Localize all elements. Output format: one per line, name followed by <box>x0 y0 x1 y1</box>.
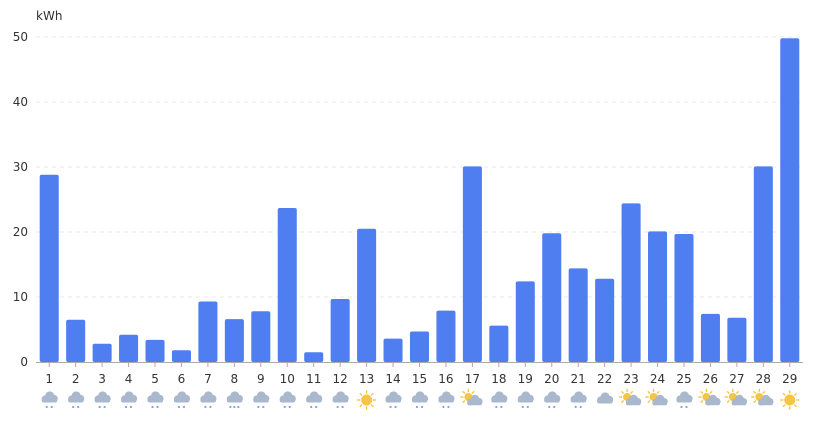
light-rain-icon <box>173 391 191 409</box>
bar <box>753 166 773 362</box>
x-tick-label: 24 <box>650 372 665 386</box>
partly-cloudy-icon <box>751 388 774 406</box>
x-tick-label: 27 <box>729 372 744 386</box>
bar <box>171 350 191 362</box>
x-tick-label: 2 <box>72 372 80 386</box>
bar <box>251 311 271 362</box>
light-rain-icon <box>94 391 111 409</box>
light-rain-icon <box>517 391 534 409</box>
bar <box>330 298 350 362</box>
bar <box>277 207 297 362</box>
partly-cloudy-icon <box>724 388 748 406</box>
x-tick-label: 23 <box>623 372 638 386</box>
light-rain-icon <box>41 391 58 409</box>
weather-icons <box>41 388 800 410</box>
light-rain-icon <box>385 391 402 409</box>
partly-cloudy-icon <box>698 388 721 406</box>
bar <box>92 343 112 362</box>
light-rain-icon <box>438 391 455 409</box>
x-tick-label: 1 <box>45 372 53 386</box>
sun-icon <box>356 390 377 410</box>
x-tick-label: 21 <box>571 372 586 386</box>
y-tick-label: 20 <box>13 225 28 239</box>
x-tick-label: 9 <box>257 372 265 386</box>
bar <box>436 310 456 362</box>
y-axis-ticks: 0 10 20 30 40 50 <box>13 30 28 369</box>
x-tick-label: 10 <box>280 372 295 386</box>
x-tick-label: 14 <box>385 372 400 386</box>
partly-cloudy-icon <box>460 388 483 406</box>
x-tick-label: 22 <box>597 372 612 386</box>
x-tick-label: 8 <box>231 372 239 386</box>
bar <box>357 228 377 362</box>
x-tick-label: 16 <box>438 372 453 386</box>
bar <box>409 331 430 362</box>
bar <box>515 281 535 362</box>
y-axis-unit-label: kWh <box>36 9 62 23</box>
light-rain-icon <box>147 391 164 409</box>
light-rain-icon <box>200 391 217 409</box>
light-rain-icon <box>411 391 429 409</box>
x-tick-label: 5 <box>151 372 159 386</box>
y-tick-label: 40 <box>13 95 28 109</box>
x-tick-label: 18 <box>491 372 506 386</box>
bar <box>119 334 139 362</box>
x-tick-label: 12 <box>333 372 348 386</box>
x-tick-label: 29 <box>782 372 797 386</box>
partly-cloudy-icon <box>645 388 668 406</box>
x-tick-label: 11 <box>306 372 321 386</box>
bar <box>462 166 482 362</box>
y-tick-label: 30 <box>13 160 28 174</box>
bar <box>542 233 562 362</box>
y-tick-label: 0 <box>20 355 28 369</box>
cloudy-icon <box>597 392 614 404</box>
light-rain-icon <box>120 391 138 409</box>
bar <box>780 38 800 363</box>
y-tick-label: 10 <box>13 290 28 304</box>
light-rain-icon <box>68 391 85 409</box>
x-tick-label: 3 <box>98 372 106 386</box>
x-tick-label: 15 <box>412 372 427 386</box>
light-rain-icon <box>306 391 323 409</box>
bar <box>145 339 165 362</box>
bar <box>489 325 509 362</box>
x-tick-label: 20 <box>544 372 559 386</box>
light-rain-icon <box>491 391 508 409</box>
x-tick-label: 26 <box>703 372 718 386</box>
bar <box>595 278 615 362</box>
light-rain-icon <box>544 391 561 409</box>
bar <box>568 268 588 362</box>
y-tick-label: 50 <box>13 30 28 44</box>
bar <box>674 233 694 362</box>
x-tick-label: 6 <box>178 372 186 386</box>
x-tick-label: 4 <box>125 372 133 386</box>
x-tick-label: 13 <box>359 372 374 386</box>
light-rain-icon <box>279 391 296 409</box>
bars <box>39 38 800 363</box>
x-tick-label: 7 <box>204 372 212 386</box>
bar <box>198 301 218 362</box>
x-tick-label: 28 <box>756 372 771 386</box>
partly-cloudy-icon <box>618 388 642 406</box>
x-axis-ticks: 1 2 3 4 5 6 7 8 9 10 11 12 13 14 15 16 17 18 19 20 21 22 23 24 2… <box>45 362 797 386</box>
bar <box>224 319 244 362</box>
sleet-icon <box>226 391 243 409</box>
light-rain-icon <box>676 391 693 409</box>
bar <box>621 203 641 362</box>
light-rain-icon <box>253 391 270 409</box>
x-tick-label: 17 <box>465 372 480 386</box>
sun-icon <box>780 390 800 410</box>
bar <box>648 231 668 362</box>
bar <box>304 352 324 362</box>
x-tick-label: 19 <box>518 372 533 386</box>
light-rain-icon <box>332 391 349 409</box>
light-rain-icon <box>570 391 587 409</box>
bar <box>700 313 720 362</box>
bar <box>727 317 747 362</box>
bar <box>66 319 86 362</box>
x-tick-label: 25 <box>676 372 691 386</box>
bar <box>39 174 59 362</box>
bar <box>383 338 403 362</box>
